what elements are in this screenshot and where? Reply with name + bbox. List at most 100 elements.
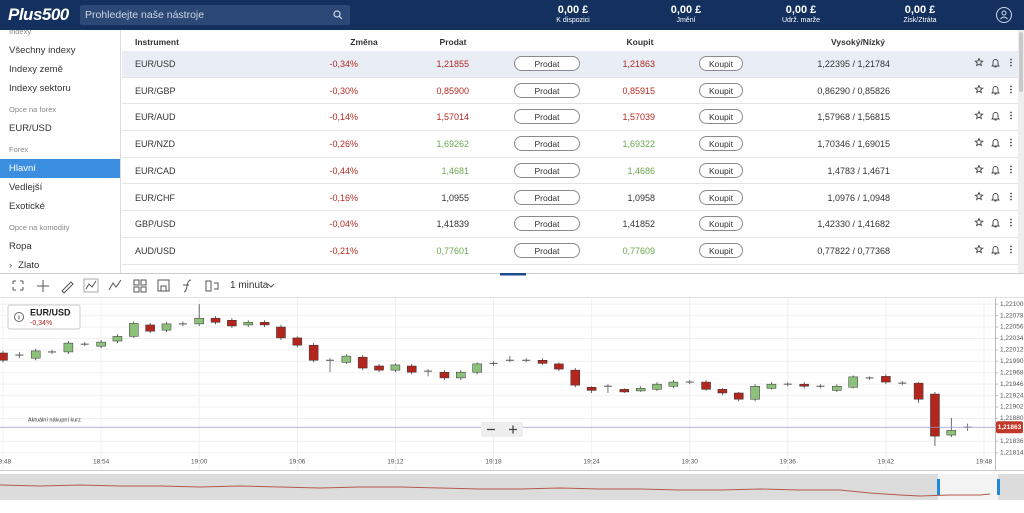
candle-body — [80, 343, 89, 345]
navigator-handle[interactable] — [997, 479, 1000, 495]
row-icons[interactable] — [974, 217, 1018, 231]
high-low: 0,77822 / 0,77368 — [817, 245, 890, 256]
logo[interactable]: Plus500 — [8, 5, 69, 24]
more-icon[interactable] — [1010, 165, 1012, 174]
bell-icon[interactable] — [991, 245, 1000, 255]
table-row[interactable]: AUD/USD -0,21% 0,77601 Prodat 0,77609 Koupit 0… — [122, 238, 1018, 265]
sell-button[interactable]: Prodat — [514, 242, 580, 258]
buy-button[interactable]: Koupit — [699, 242, 743, 258]
navigator-window[interactable] — [938, 474, 998, 500]
bell-icon[interactable] — [991, 85, 1000, 95]
table-row[interactable]: GBP/USD -0,04% 1,41839 Prodat 1,41852 Koupit 1… — [122, 211, 1018, 238]
sell-button[interactable]: Prodat — [514, 136, 580, 152]
candle-body — [259, 322, 270, 326]
candle-body — [210, 317, 221, 323]
navigator-handle[interactable] — [937, 479, 940, 495]
nav-item[interactable]: Indexy země — [0, 60, 120, 79]
buy-button[interactable]: Koupit — [699, 216, 743, 232]
save-icon[interactable] — [157, 279, 170, 292]
table-row[interactable]: EUR/CHF -0,16% 1,0955 Prodat 1,0958 Koupit 1,0… — [122, 185, 1018, 212]
crosshair-icon[interactable] — [37, 280, 49, 292]
row-icons[interactable] — [974, 84, 1018, 98]
bell-icon[interactable] — [991, 112, 1000, 121]
nav-item[interactable]: EUR/USD — [0, 119, 120, 138]
star-icon[interactable] — [974, 137, 984, 147]
interval[interactable]: 1 minuta — [230, 280, 269, 291]
section-title: Indexy — [9, 30, 32, 36]
interval-chevron[interactable] — [267, 283, 275, 288]
table-row[interactable]: EUR/GBP -0,30% 0,85900 Prodat 0,85915 Koupit 0… — [122, 78, 1018, 105]
trend-icon[interactable] — [108, 279, 122, 291]
function-icon[interactable] — [183, 279, 192, 293]
nav-item[interactable]: Vedlejší — [0, 178, 120, 197]
star-icon[interactable] — [974, 190, 984, 200]
x-tick-label: 19:06 — [289, 459, 306, 466]
search-box[interactable]: Prohledejte naše nástroje — [80, 5, 350, 25]
bell-icon[interactable] — [991, 219, 1000, 228]
fullscreen-icon[interactable] — [12, 280, 24, 291]
account-icon[interactable] — [995, 6, 1013, 24]
buy-button[interactable]: Koupit — [699, 136, 743, 152]
table-row[interactable]: EUR/USD -0,34% 1,21855 Prodat 1,21863 Koupit 1… — [122, 51, 1018, 78]
star-icon[interactable] — [974, 110, 984, 120]
buy-button[interactable]: Koupit — [699, 109, 743, 125]
table-row[interactable]: EUR/CAD -0,44% 1,4681 Prodat 1,4686 Koupit 1,4… — [122, 158, 1018, 185]
more-icon[interactable] — [1010, 111, 1012, 120]
layout-icon[interactable] — [133, 279, 147, 293]
sell-button[interactable]: Prodat — [514, 109, 580, 125]
buy-button[interactable]: Koupit — [699, 82, 743, 98]
more-icon[interactable] — [1010, 85, 1012, 94]
star-icon[interactable] — [974, 217, 984, 227]
sell-button[interactable]: Prodat — [514, 56, 580, 71]
sell-button[interactable]: Prodat — [514, 82, 580, 98]
row-icons[interactable] — [974, 137, 1018, 151]
info-icon[interactable] — [14, 312, 24, 322]
candle-body — [63, 342, 74, 353]
more-icon[interactable] — [1010, 138, 1012, 147]
candle-body — [848, 376, 858, 388]
bell-icon[interactable] — [991, 192, 1000, 201]
row-icons[interactable] — [974, 244, 1018, 258]
candle-body — [717, 389, 728, 394]
nav-item[interactable]: Indexy sektoru — [0, 79, 120, 98]
indicator-icon[interactable] — [83, 278, 99, 293]
more-icon[interactable] — [1010, 245, 1012, 254]
more-icon[interactable] — [1010, 58, 1012, 67]
search-icon[interactable] — [333, 10, 343, 20]
buy-button[interactable]: Koupit — [699, 56, 743, 71]
bell-icon[interactable] — [991, 139, 1000, 148]
row-icons[interactable] — [974, 57, 1018, 71]
nav-item[interactable]: Všechny indexy — [0, 41, 120, 60]
bell-icon[interactable] — [991, 59, 1000, 68]
nav-item[interactable]: Exotické — [0, 197, 120, 216]
price-tag — [996, 421, 1023, 434]
nav-item[interactable]: Hlavní — [0, 159, 120, 178]
zoom-in[interactable] — [509, 425, 517, 434]
buy-button[interactable]: Koupit — [699, 189, 743, 205]
sell-button[interactable]: Prodat — [514, 216, 580, 232]
row-icons[interactable] — [974, 164, 1018, 178]
sell-button[interactable]: Prodat — [514, 162, 580, 178]
more-icon[interactable] — [1010, 218, 1012, 227]
change: -0,14% — [329, 112, 358, 123]
nav-item[interactable]: › Zlato — [0, 256, 120, 273]
star-icon[interactable] — [974, 164, 984, 174]
sell-button[interactable]: Prodat — [514, 189, 580, 205]
x-tick-label: 19:18 — [485, 459, 502, 466]
star-icon[interactable] — [974, 244, 984, 254]
buy-button[interactable]: Koupit — [699, 162, 743, 178]
star-icon[interactable] — [974, 57, 984, 67]
nav-item[interactable]: Ropa — [0, 237, 120, 256]
star-icon[interactable] — [974, 84, 984, 94]
compare-icon[interactable] — [205, 280, 219, 292]
more-icon[interactable] — [1010, 192, 1012, 200]
row-icons[interactable] — [974, 190, 1018, 205]
table-row[interactable]: EUR/NZD -0,26% 1,69262 Prodat 1,69322 Koupit 1… — [122, 131, 1018, 158]
resize-handle[interactable] — [500, 273, 526, 276]
draw-icon[interactable] — [61, 281, 74, 294]
scrollbar[interactable] — [1018, 30, 1024, 273]
bell-icon[interactable] — [991, 165, 1000, 175]
candle-body — [881, 376, 891, 383]
table-row[interactable]: EUR/AUD -0,14% 1,57014 Prodat 1,57039 Koupit 1… — [122, 104, 1018, 132]
row-icons[interactable] — [974, 110, 1018, 124]
